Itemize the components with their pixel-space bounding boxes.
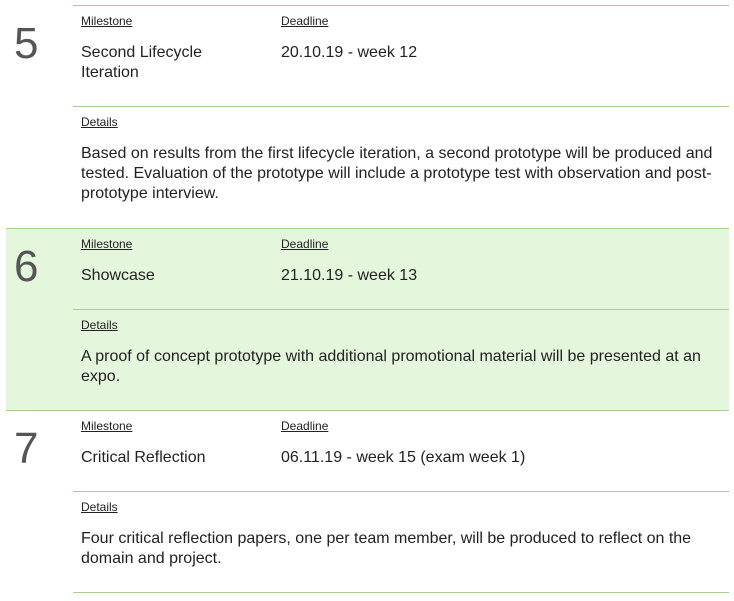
milestone-number: 7 bbox=[14, 424, 39, 473]
milestone-deadline: 21.10.19 - week 13 bbox=[281, 267, 418, 284]
milestone-details: A proof of concept prototype with additi… bbox=[81, 348, 701, 385]
top-divider bbox=[73, 5, 729, 6]
milestone-name: Showcase bbox=[81, 267, 155, 284]
row-divider bbox=[73, 491, 729, 492]
milestone-block-6: 6 Milestone Deadline Showcase 21.10.19 -… bbox=[6, 229, 729, 410]
deadline-label: Deadline bbox=[281, 14, 329, 28]
row-divider bbox=[73, 309, 729, 310]
details-label: Details bbox=[81, 318, 118, 332]
details-label: Details bbox=[81, 115, 118, 129]
milestone-block-5: 5 Milestone Deadline Second Lifecycle It… bbox=[6, 6, 729, 228]
milestone-number: 6 bbox=[14, 242, 39, 291]
milestone-details: Four critical reflection papers, one per… bbox=[81, 530, 692, 567]
deadline-label: Deadline bbox=[281, 237, 329, 251]
milestone-details: Based on results from the first lifecycl… bbox=[81, 145, 713, 202]
milestone-deadline: 20.10.19 - week 12 bbox=[281, 44, 418, 61]
milestone-label: Milestone bbox=[81, 237, 133, 251]
milestone-label: Milestone bbox=[81, 419, 133, 433]
block-divider bbox=[6, 228, 729, 229]
milestone-name: Second Lifecycle Iteration bbox=[81, 44, 202, 81]
milestone-number: 5 bbox=[14, 19, 39, 68]
block-divider bbox=[6, 410, 729, 411]
milestone-label: Milestone bbox=[81, 14, 133, 28]
milestone-name: Critical Reflection bbox=[81, 449, 206, 466]
details-label: Details bbox=[81, 500, 118, 514]
deadline-label: Deadline bbox=[281, 419, 329, 433]
milestone-block-7: 7 Milestone Deadline Critical Reflection… bbox=[6, 411, 729, 592]
milestone-deadline: 06.11.19 - week 15 (exam week 1) bbox=[281, 449, 526, 466]
row-divider bbox=[73, 106, 729, 107]
block-divider bbox=[73, 592, 729, 593]
